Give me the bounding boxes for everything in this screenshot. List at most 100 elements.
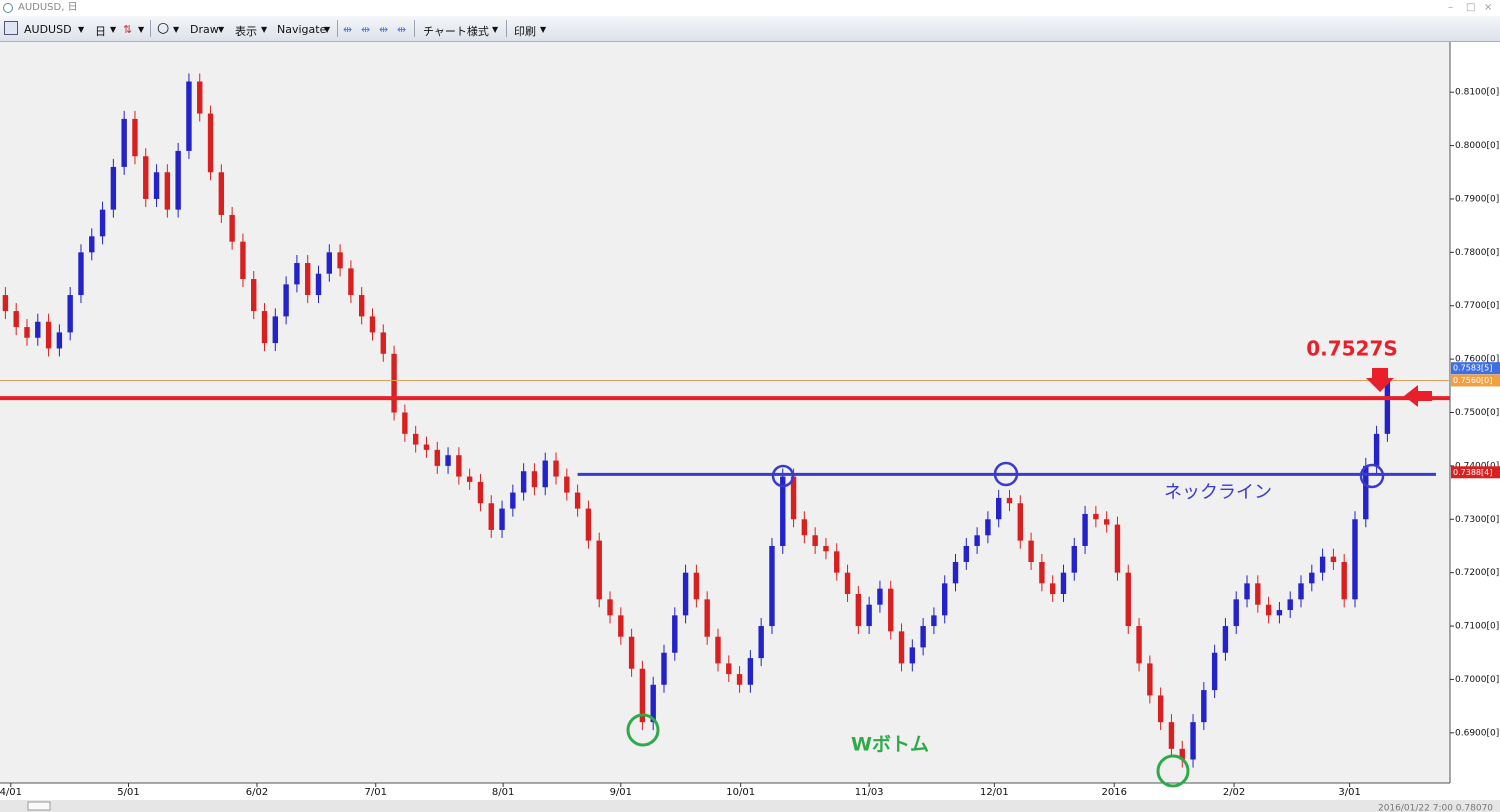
x-tick-label: 2016	[1101, 787, 1126, 798]
candle-body	[477, 481, 484, 504]
candle-body	[898, 631, 905, 664]
shape-tool[interactable]: ○	[157, 20, 170, 36]
navigate-menu[interactable]: Navigate	[277, 23, 327, 36]
left-arrow	[1404, 385, 1432, 407]
candle-body	[1147, 663, 1153, 696]
candle-body	[1125, 572, 1131, 627]
symbol-select[interactable]: AUDUSD	[24, 23, 72, 36]
x-axis-panel	[0, 783, 1500, 800]
price-tag	[1451, 466, 1500, 479]
candle-body	[434, 449, 440, 466]
plot-area	[0, 42, 1450, 783]
scrollbar-thumb[interactable]	[27, 801, 51, 811]
title-bar: AUDUSD, 日 – □ ×	[0, 0, 1500, 16]
dropdown-arrow[interactable]: ▼	[78, 25, 85, 34]
x-tick-label: 4/01	[0, 787, 22, 798]
close-button[interactable]: ×	[1484, 2, 1493, 13]
marks-layer: 0.6900[0] 0.7000[0] 0.7100[0] 0.7200[0] 0.73…	[0, 73, 1500, 798]
candle-body	[1049, 583, 1056, 595]
x-tick-label: 5/01	[117, 787, 139, 798]
candle-body	[45, 321, 52, 349]
bottom-circle	[1156, 754, 1190, 788]
candle-body	[1028, 540, 1034, 562]
candle-body	[531, 471, 538, 488]
candle-body	[13, 311, 19, 328]
candle-body	[67, 295, 73, 333]
candle-body	[423, 444, 430, 450]
y-tick-label: 0.8000[0]	[1455, 141, 1499, 151]
dropdown-arrow[interactable]: ▼	[540, 25, 547, 34]
zoom-button[interactable]: ⇹	[361, 23, 371, 36]
candle-body	[24, 327, 30, 338]
candle-body	[488, 503, 494, 530]
candle-body	[1352, 519, 1358, 600]
candle-body	[520, 471, 527, 493]
candle-body	[639, 668, 646, 723]
zoom-button[interactable]: ⇹	[397, 23, 407, 36]
candle-body	[1006, 497, 1013, 504]
candle-body	[1017, 503, 1023, 541]
candle-body	[1039, 561, 1045, 584]
x-tick-label: 2/02	[1223, 787, 1245, 798]
x-tick-label: 6/02	[246, 787, 268, 798]
candle-body	[1157, 695, 1164, 723]
dropdown-arrow[interactable]: ▼	[492, 25, 499, 34]
candle-body	[1330, 556, 1337, 562]
candle-body	[801, 519, 808, 536]
candle-body	[1298, 583, 1304, 600]
chart-type-button[interactable]: ⇅	[123, 23, 133, 36]
x-tick-label: 9/01	[610, 787, 632, 798]
scrollbar[interactable]	[0, 800, 1500, 812]
candle-body	[153, 172, 160, 199]
menu-icon[interactable]	[4, 21, 18, 35]
candle-body	[1244, 583, 1250, 600]
y-tick-label: 0.7900[0]	[1455, 194, 1499, 204]
price-tag-label: 0.7560[0]	[1453, 376, 1492, 385]
y-axis-panel	[1450, 42, 1500, 783]
dropdown-arrow[interactable]: ▼	[110, 25, 117, 34]
candle-body	[369, 316, 376, 333]
candle-body	[1071, 545, 1077, 573]
dropdown-arrow[interactable]: ▼	[324, 25, 331, 34]
dropdown-arrow[interactable]: ▼	[218, 25, 225, 34]
candle-body	[931, 615, 937, 627]
app-icon	[3, 3, 13, 13]
candle-body	[628, 636, 635, 669]
candle-body	[358, 295, 365, 317]
draw-menu[interactable]: Draw	[190, 23, 219, 36]
candle-body	[197, 81, 203, 114]
price-tag	[1451, 374, 1500, 387]
candle-body	[726, 663, 732, 675]
candle-body	[564, 476, 570, 493]
zoom-button[interactable]: ⇹	[379, 23, 389, 36]
candle-body	[326, 252, 332, 274]
dropdown-arrow[interactable]: ▼	[261, 25, 268, 34]
down-arrow	[1366, 368, 1394, 392]
candle-body	[272, 316, 279, 344]
maximize-button[interactable]: □	[1466, 2, 1476, 13]
candle-body	[704, 599, 710, 637]
chart-style-menu[interactable]: チャート様式	[423, 25, 489, 38]
candle-body	[175, 150, 181, 210]
print-menu[interactable]: 印刷	[514, 25, 536, 38]
candle-body	[974, 535, 980, 546]
toolbar: AUDUSD ▼ 日 ▼ ⇅ ▼ ○ ▼ Draw ▼ 表示 ▼ Navigat…	[0, 16, 1500, 42]
zoom-button[interactable]: ⇹	[343, 23, 353, 36]
view-menu[interactable]: 表示	[235, 25, 257, 38]
candle-body	[1319, 556, 1326, 573]
dropdown-arrow[interactable]: ▼	[138, 25, 145, 34]
candle-body	[585, 508, 592, 541]
candle-body	[758, 626, 764, 659]
candle-body	[499, 508, 505, 530]
minimize-button[interactable]: –	[1448, 2, 1453, 13]
candle-body	[1082, 513, 1088, 546]
candle-body	[790, 476, 797, 520]
candle-body	[715, 636, 721, 664]
candle-body	[229, 214, 235, 242]
candle-body	[1136, 626, 1142, 664]
candle-body	[995, 497, 1002, 520]
period-select[interactable]: 日	[95, 25, 106, 38]
candle-body	[305, 263, 311, 296]
dropdown-arrow[interactable]: ▼	[173, 25, 180, 34]
